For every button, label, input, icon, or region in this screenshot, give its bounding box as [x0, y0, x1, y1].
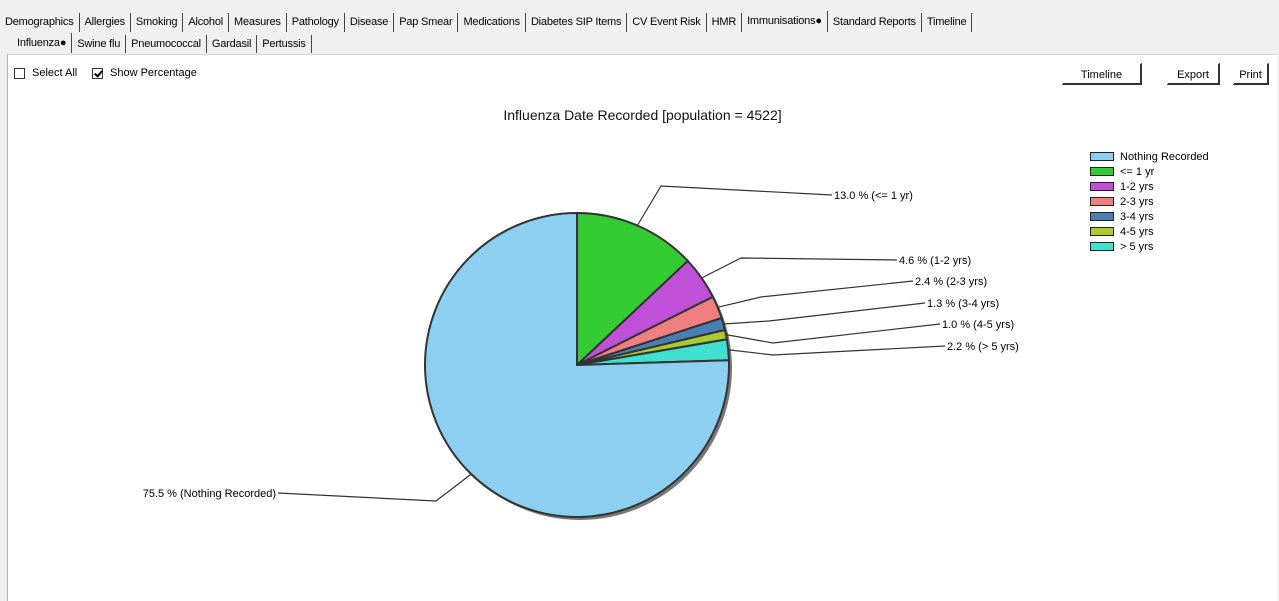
legend-item-7: > 5 yrs: [1090, 239, 1209, 254]
tab-diabetes-sip-items[interactable]: Diabetes SIP Items: [525, 13, 628, 32]
leader-line-2: [701, 257, 898, 279]
data-label-7: 75.5 % (Nothing Recorded): [143, 488, 276, 500]
legend-item-5: 3-4 yrs: [1090, 209, 1209, 224]
legend-item-1: Nothing Recorded: [1090, 149, 1209, 164]
legend-swatch: [1090, 152, 1114, 161]
pie-chart: 13.0 % (<= 1 yr) 4.6 % (1-2 yrs) 2.4 % (2-…: [143, 185, 1019, 520]
tab-measures[interactable]: Measures: [229, 13, 287, 32]
tab-influenza[interactable]: Influenza●: [12, 33, 73, 53]
legend-label: 3-4 yrs: [1120, 210, 1154, 223]
legend-label: 2-3 yrs: [1120, 195, 1154, 208]
tab-swine-flu[interactable]: Swine flu: [72, 35, 127, 53]
tab-immunisations[interactable]: Immunisations●: [742, 11, 828, 32]
legend-label: 1-2 yrs: [1120, 180, 1154, 193]
tab-pertussis[interactable]: Pertussis: [257, 35, 312, 53]
leader-line-4: [723, 302, 926, 325]
tab-demographics[interactable]: Demographics: [0, 13, 80, 32]
data-label-6: 2.2 % (> 5 yrs): [947, 341, 1019, 353]
select-all-option[interactable]: Select All: [14, 67, 77, 79]
legend-label: > 5 yrs: [1120, 240, 1154, 253]
tab-disease[interactable]: Disease: [344, 13, 395, 32]
legend-label: 4-5 yrs: [1120, 225, 1154, 238]
legend-swatch: [1090, 227, 1114, 236]
legend-label: Nothing Recorded: [1120, 150, 1209, 163]
legend-swatch: [1090, 182, 1114, 191]
tab-pathology[interactable]: Pathology: [286, 13, 345, 32]
leader-line-3: [717, 280, 914, 308]
show-percentage-checkbox[interactable]: [92, 67, 103, 79]
pie-slice-7[interactable]: [424, 211, 730, 518]
show-percentage-option[interactable]: Show Percentage: [92, 67, 197, 79]
tab-pneumococcal[interactable]: Pneumococcal: [126, 35, 207, 53]
tab-hmr[interactable]: HMR: [706, 13, 743, 32]
chart-legend: Nothing Recorded <= 1 yr 1-2 yrs 2-3 yrs 3-4…: [1090, 149, 1209, 254]
leader-line-1: [636, 185, 833, 226]
legend-swatch: [1090, 197, 1114, 206]
legend-item-2: <= 1 yr: [1090, 164, 1209, 179]
pie-slice-1[interactable]: [576, 211, 690, 368]
print-button[interactable]: Print: [1233, 63, 1269, 85]
data-label-4: 1.3 % (3-4 yrs): [927, 298, 999, 310]
timeline-button[interactable]: Timeline: [1062, 63, 1142, 85]
show-percentage-label: Show Percentage: [110, 67, 197, 79]
tab-gardasil[interactable]: Gardasil: [206, 35, 258, 53]
leader-line-5: [725, 323, 941, 344]
select-all-checkbox[interactable]: [14, 67, 25, 79]
tab-allergies[interactable]: Allergies: [79, 13, 131, 32]
tab-smoking[interactable]: Smoking: [130, 13, 184, 32]
tab-standard-reports[interactable]: Standard Reports: [827, 13, 922, 32]
chart-panel: Select All Show Percentage Timeline Expo…: [7, 54, 1277, 601]
chart-title: Influenza Date Recorded [population = 45…: [503, 107, 782, 123]
tab-timeline[interactable]: Timeline: [921, 13, 973, 32]
tab-medications[interactable]: Medications: [458, 13, 526, 32]
legend-item-3: 1-2 yrs: [1090, 179, 1209, 194]
data-label-5: 1.0 % (4-5 yrs): [942, 319, 1014, 331]
legend-swatch: [1090, 242, 1114, 251]
data-label-3: 2.4 % (2-3 yrs): [915, 276, 987, 288]
tab-cv-event-risk[interactable]: CV Event Risk: [627, 13, 707, 32]
legend-swatch: [1090, 167, 1114, 176]
legend-item-6: 4-5 yrs: [1090, 224, 1209, 239]
data-label-1: 13.0 % (<= 1 yr): [834, 190, 913, 202]
export-button[interactable]: Export: [1167, 63, 1220, 85]
tab-pap-smear[interactable]: Pap Smear: [394, 13, 459, 32]
select-all-label: Select All: [32, 67, 78, 79]
legend-swatch: [1090, 212, 1114, 221]
immunisation-tab-bar: Influenza● Swine flu Pneumococcal Gardas…: [12, 33, 312, 53]
tab-alcohol[interactable]: Alcohol: [183, 13, 230, 32]
data-label-2: 4.6 % (1-2 yrs): [899, 255, 971, 267]
leader-line-6: [728, 345, 946, 356]
legend-label: <= 1 yr: [1120, 165, 1155, 178]
legend-item-4: 2-3 yrs: [1090, 194, 1209, 209]
main-tab-bar: Demographics Allergies Smoking Alcohol M…: [0, 10, 973, 32]
leader-line-7: [277, 473, 472, 502]
